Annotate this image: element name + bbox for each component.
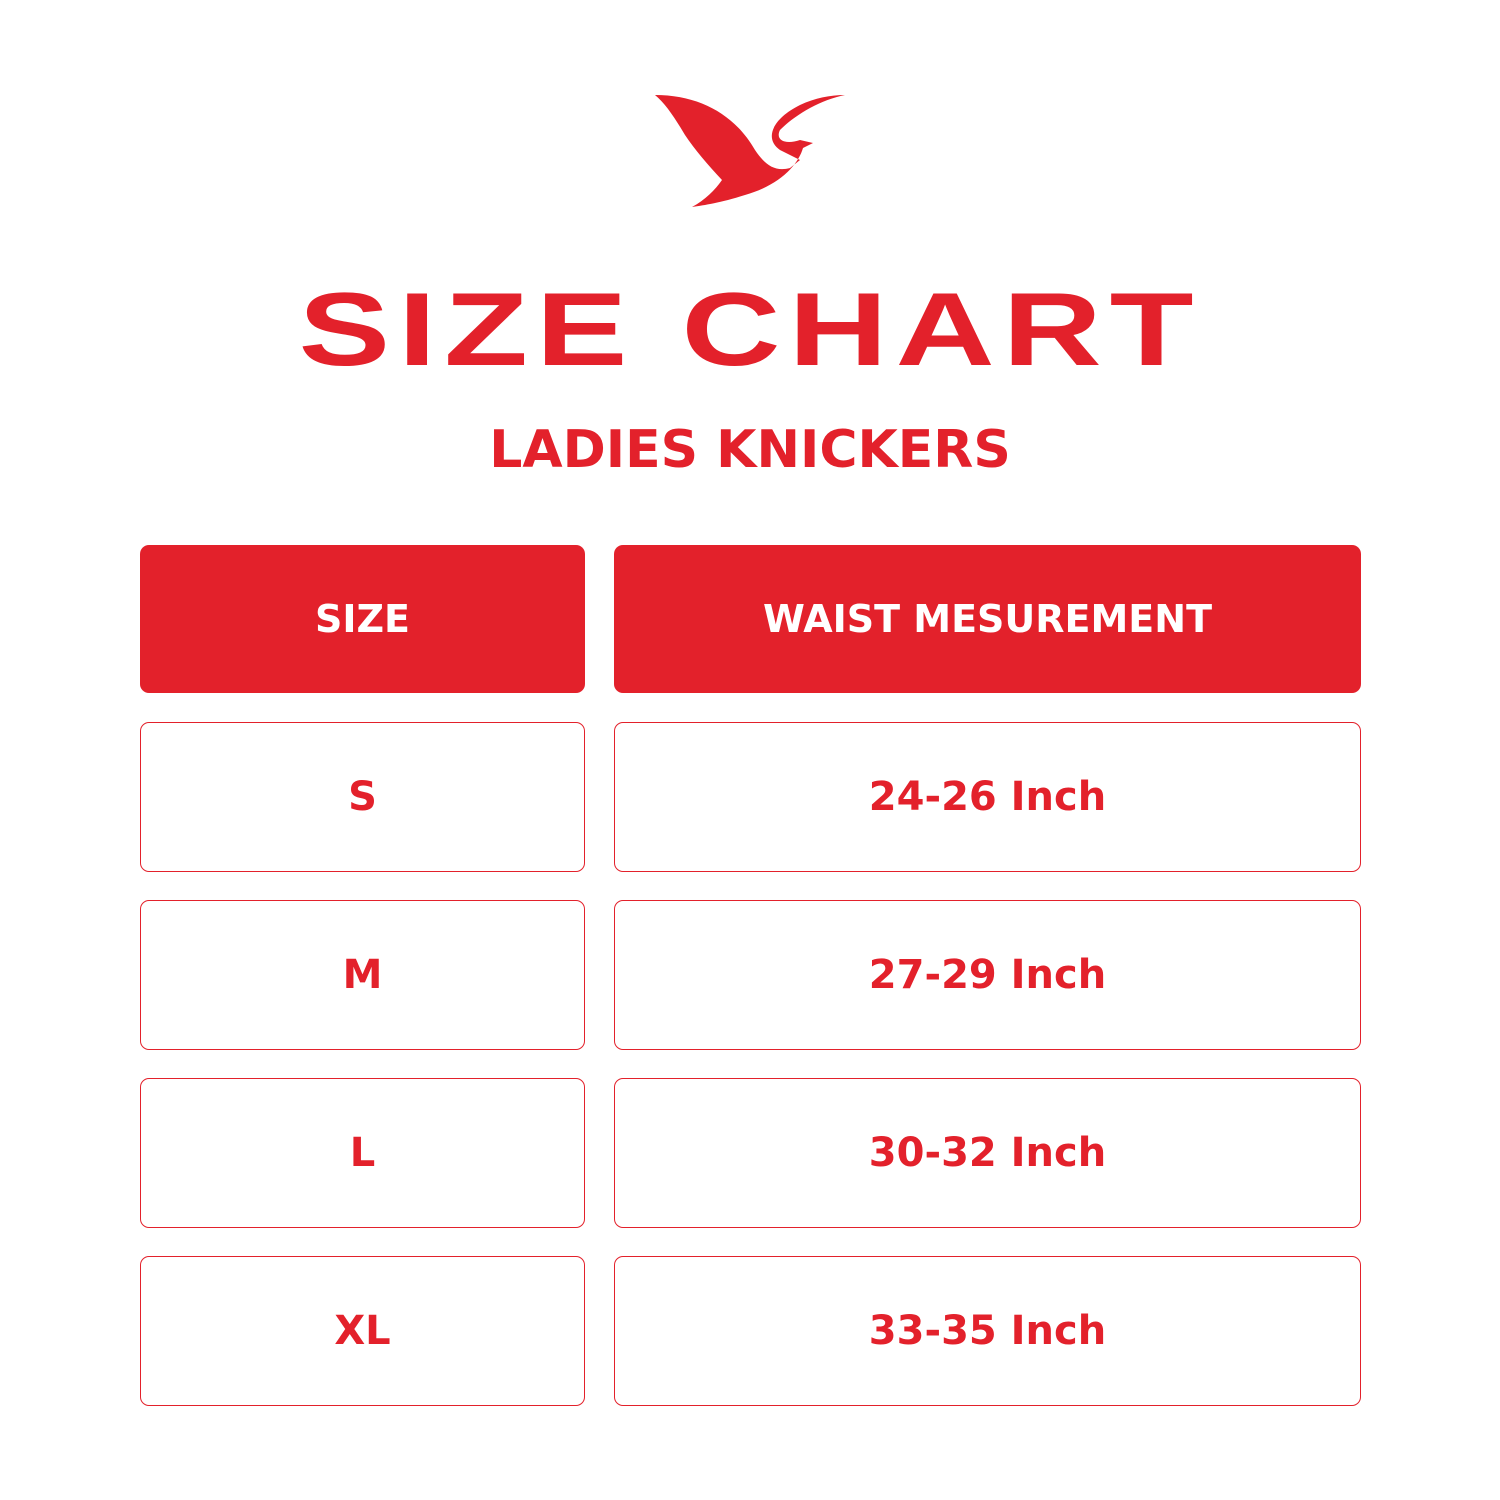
title-text: SIZE CHART xyxy=(298,272,1202,388)
table-cell-size: S xyxy=(140,722,585,872)
page-subtitle: LADIES KNICKERS xyxy=(489,420,1011,480)
page-title: SIZE CHART xyxy=(0,270,1500,390)
table-cell-size: XL xyxy=(140,1256,585,1406)
bird-logo-icon xyxy=(655,95,845,207)
table-cell-size: L xyxy=(140,1078,585,1228)
table-cell-waist: 33-35 Inch xyxy=(614,1256,1361,1406)
table-cell-waist: 30-32 Inch xyxy=(614,1078,1361,1228)
header-waist: WAIST MESUREMENT xyxy=(614,545,1361,693)
table-cell-size: M xyxy=(140,900,585,1050)
table-cell-waist: 27-29 Inch xyxy=(614,900,1361,1050)
table-cell-waist: 24-26 Inch xyxy=(614,722,1361,872)
header-size: SIZE xyxy=(140,545,585,693)
